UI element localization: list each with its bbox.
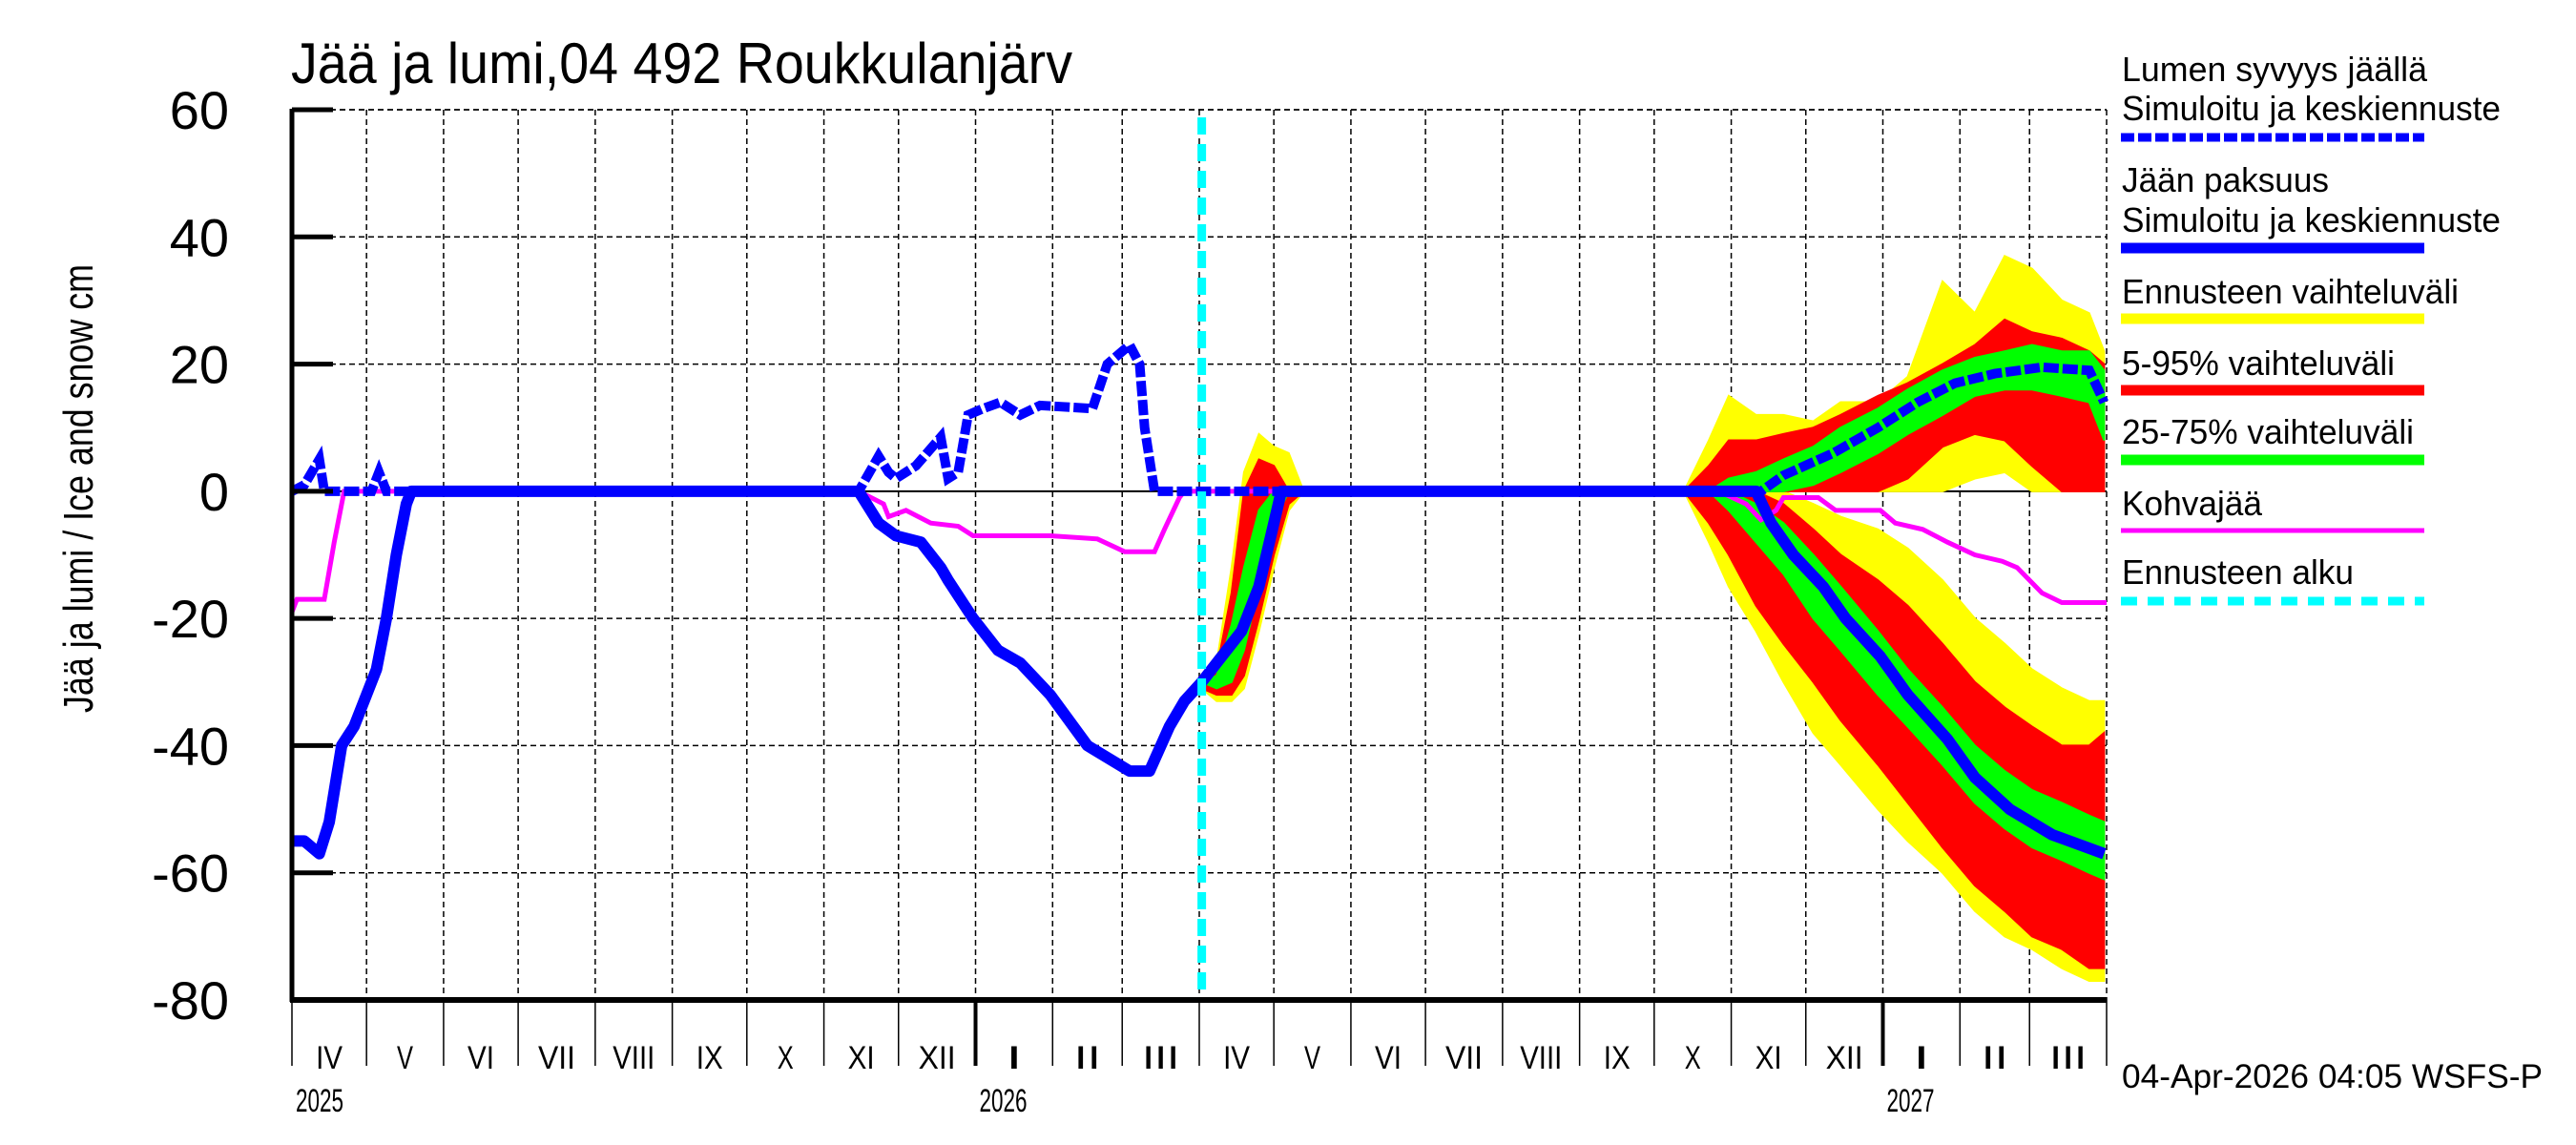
month-label: IX: [696, 1040, 723, 1076]
month-label: VIII: [1520, 1040, 1562, 1076]
month-label: X: [1685, 1040, 1701, 1076]
legend-label: Kohvajää: [2122, 484, 2263, 523]
legend-item-forecast-start: Ennusteen alku: [2121, 552, 2424, 606]
legend-label: Jään paksuus: [2122, 160, 2329, 199]
year-label: 2026: [980, 1083, 1028, 1119]
data-lines: [289, 117, 2109, 1000]
y-tick-label: 40: [170, 207, 229, 267]
axes: [289, 107, 2108, 1066]
month-label: VI: [467, 1040, 494, 1076]
month-label: XI: [1755, 1040, 1782, 1076]
year-label: 2027: [1887, 1083, 1935, 1119]
y-tick-label: -80: [152, 970, 229, 1030]
year-label: 2025: [296, 1083, 343, 1119]
y-axis-label: Jää ja lumi / Ice and snow cm: [55, 264, 102, 713]
legend-label: 25-75% vaihteluväli: [2122, 412, 2414, 451]
snow-line: [289, 337, 2109, 496]
y-tick-label: 0: [199, 462, 229, 522]
legend-item-snow-depth: Lumen syvyys jäällä Simuloitu ja keskien…: [2121, 50, 2501, 142]
month-label: VI: [1375, 1040, 1402, 1076]
month-label: II: [1074, 1040, 1101, 1076]
month-label: II: [1982, 1040, 2008, 1076]
month-label: XII: [919, 1040, 956, 1076]
ice-line: [292, 485, 2107, 860]
month-label: VIII: [613, 1040, 654, 1076]
month-label: III: [2049, 1040, 2087, 1076]
month-label: IV: [1223, 1040, 1250, 1076]
legend-label: Lumen syvyys jäällä: [2122, 50, 2428, 89]
legend-label: 5-95% vaihteluväli: [2122, 344, 2395, 383]
timestamp: 04-Apr-2026 04:05 WSFS-P: [2122, 1058, 2543, 1095]
legend-item-slush-ice: Kohvajää: [2121, 484, 2424, 533]
legend-item-5-95: 5-95% vaihteluväli: [2121, 344, 2424, 396]
month-label: I: [1913, 1040, 1929, 1076]
month-label: V: [397, 1040, 413, 1076]
chart-title: Jää ja lumi,04 492 Roukkulanjärv: [291, 31, 1072, 95]
month-label: III: [1142, 1040, 1179, 1076]
legend-label: Simuloitu ja keskiennuste: [2122, 89, 2501, 128]
y-tick-label: 20: [170, 335, 229, 395]
y-tick-label: -20: [152, 589, 229, 649]
legend-item-ice-thickness: Jään paksuus Simuloitu ja keskiennuste: [2121, 160, 2501, 254]
month-label: VII: [538, 1040, 575, 1076]
month-label: XI: [848, 1040, 875, 1076]
month-label: IX: [1604, 1040, 1631, 1076]
month-label: VII: [1445, 1040, 1483, 1076]
month-label: I: [1006, 1040, 1022, 1076]
month-label: X: [778, 1040, 794, 1076]
month-label: IV: [316, 1040, 343, 1076]
legend: Lumen syvyys jäällä Simuloitu ja keskien…: [2121, 50, 2501, 606]
y-tick-label: -60: [152, 843, 229, 904]
legend-label: Ennusteen vaihteluväli: [2122, 272, 2459, 311]
y-tick-labels: 60 40 20 0 -20 -40 -60 -80: [152, 80, 229, 1030]
legend-item-25-75: 25-75% vaihteluväli: [2121, 412, 2424, 466]
month-label: V: [1304, 1040, 1320, 1076]
legend-label: Simuloitu ja keskiennuste: [2122, 200, 2501, 239]
x-tick-labels: IV V VI VII VIII IX X XI XII I II III IV V VI VII VIII IX…: [296, 1040, 2087, 1119]
month-label: XII: [1826, 1040, 1863, 1076]
y-tick-label: 60: [170, 80, 229, 140]
y-tick-label: -40: [152, 716, 229, 776]
legend-label: Ennusteen alku: [2122, 552, 2354, 592]
legend-item-forecast-range: Ennusteen vaihteluväli: [2121, 272, 2459, 324]
